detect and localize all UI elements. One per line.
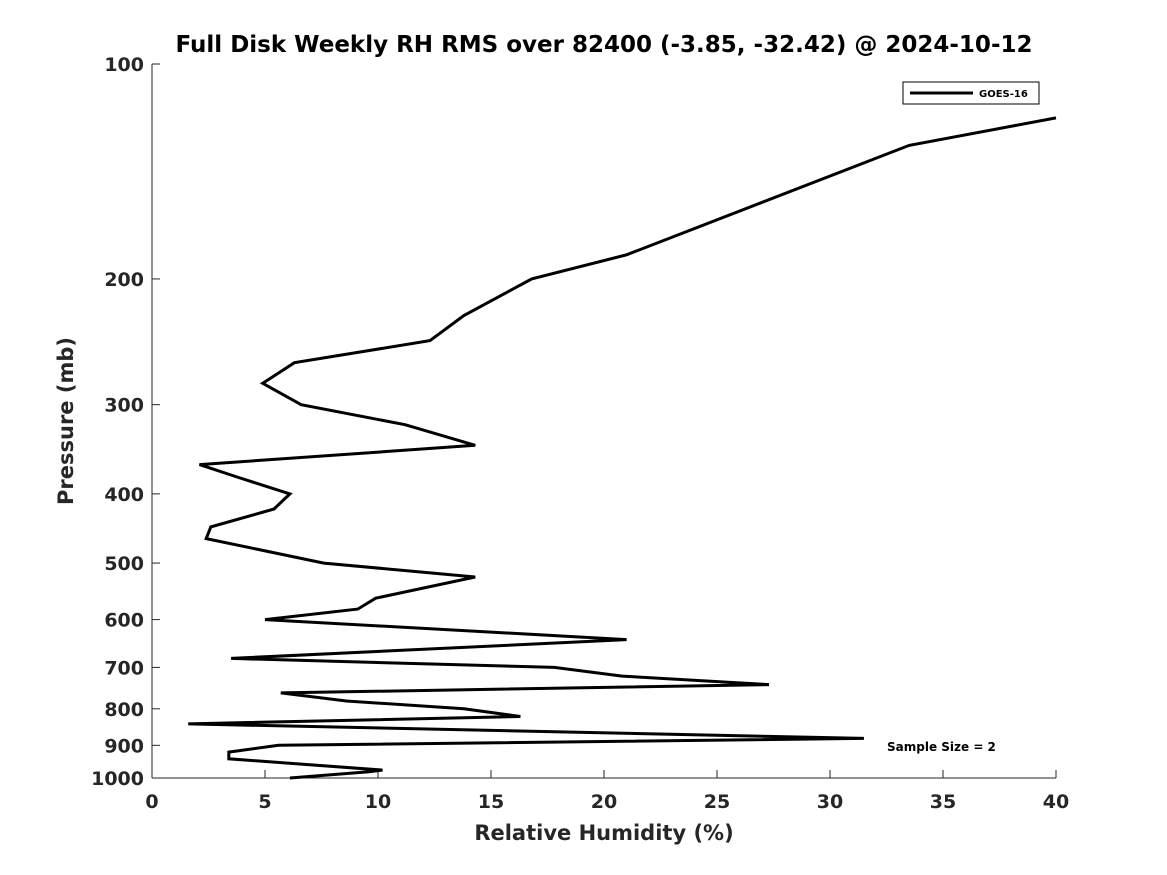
x-tick-label-30: 30 [817,791,843,813]
plot-area [152,64,1056,778]
y-tick-label-500: 500 [104,553,144,575]
x-tick-label-20: 20 [591,791,617,813]
series-line-goes-16 [188,116,1057,780]
x-tick-label-25: 25 [704,791,730,813]
y-tick-label-600: 600 [104,610,144,632]
y-tick-label-1000: 1000 [91,768,144,790]
chart-title: Full Disk Weekly RH RMS over 82400 (-3.8… [175,32,1032,58]
y-tick-label-900: 900 [104,735,144,757]
y-axis-label: Pressure (mb) [54,337,78,505]
x-tick-label-5: 5 [258,791,271,813]
x-axis-ticks: 0 5 10 15 20 25 30 35 40 [145,770,1069,813]
series-layer [188,116,1057,780]
y-tick-label-200: 200 [104,269,144,291]
y-tick-label-700: 700 [104,657,144,679]
x-tick-label-10: 10 [365,791,391,813]
x-tick-label-40: 40 [1043,791,1069,813]
legend: GOES-16 [902,81,1040,105]
x-axis-label: Relative Humidity (%) [474,821,733,845]
legend-label-goes-16: GOES-16 [979,89,1028,100]
y-tick-label-800: 800 [104,699,144,721]
x-tick-label-0: 0 [145,791,158,813]
y-tick-label-100: 100 [104,54,144,76]
x-tick-label-35: 35 [930,791,956,813]
y-tick-label-300: 300 [104,395,144,417]
x-tick-label-15: 15 [478,791,504,813]
y-tick-label-400: 400 [104,484,144,506]
y-axis-ticks: 100 200 300 400 500 600 700 800 900 1000 [91,54,160,790]
sample-size-annotation: Sample Size = 2 [887,740,996,754]
